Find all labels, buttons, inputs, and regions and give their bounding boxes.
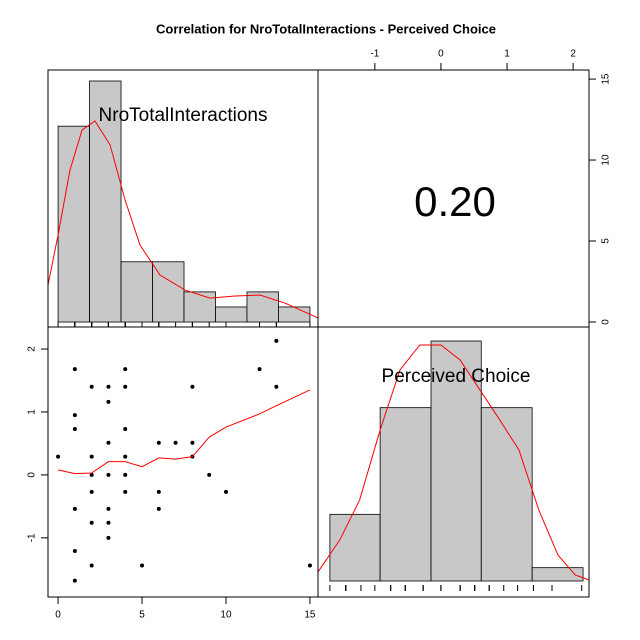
- scatter-point: [123, 472, 128, 477]
- curve: [57, 389, 311, 475]
- x2-tick-label: 2: [570, 49, 576, 60]
- scatter-point: [207, 472, 212, 477]
- scatter-point: [106, 506, 111, 511]
- panel-frame: [47, 326, 319, 598]
- scatter-point: [274, 384, 279, 389]
- correlation-label: 0.20: [414, 178, 496, 225]
- scatter-point: [307, 563, 312, 568]
- scatter-point: [89, 520, 94, 525]
- x-tick-label: 10: [220, 610, 232, 621]
- scatter-point: [106, 384, 111, 389]
- scatter-point: [106, 535, 111, 540]
- scatter-point: [156, 489, 161, 494]
- panel-scatter: [56, 338, 312, 583]
- y2-tick-label: 5: [601, 238, 612, 244]
- y-tick-label: 1: [27, 409, 38, 415]
- scatter-point: [72, 367, 77, 372]
- hist-bar: [329, 513, 381, 582]
- hist-bar: [120, 261, 153, 323]
- curve: [318, 344, 589, 581]
- variable-label: Perceived Choice: [382, 366, 531, 387]
- y2-tick-label: 0: [601, 319, 612, 325]
- scatter-point: [106, 440, 111, 445]
- hist-bar: [246, 291, 279, 323]
- hist-bar: [57, 125, 90, 323]
- scatter-point: [106, 520, 111, 525]
- scatter-point: [72, 578, 77, 583]
- scatter-point: [89, 454, 94, 459]
- scatter-point: [56, 454, 61, 459]
- panel-frame: [317, 326, 590, 598]
- scatter-point: [156, 506, 161, 511]
- y-tick-label: 2: [27, 346, 38, 352]
- scatter-point: [123, 384, 128, 389]
- x-tick-label: 15: [304, 610, 316, 621]
- x2-tick-label: -1: [370, 49, 379, 60]
- scatter-point: [140, 563, 145, 568]
- hist-bar: [480, 407, 533, 582]
- y-tick-label: 0: [27, 472, 38, 478]
- scatter-point: [190, 384, 195, 389]
- scatter-point: [223, 489, 228, 494]
- scatter-point: [190, 440, 195, 445]
- scatter-point: [173, 440, 178, 445]
- scatter-point: [89, 384, 94, 389]
- panel-hist-1: [48, 80, 318, 327]
- hist-bar: [430, 340, 482, 582]
- scatter-point: [106, 472, 111, 477]
- scatter-point: [257, 367, 262, 372]
- scatter-point: [123, 454, 128, 459]
- variable-label: NroTotalInteractions: [99, 105, 268, 126]
- hist-bar: [379, 407, 432, 582]
- y2-tick-label: 10: [601, 154, 612, 166]
- scatter-point: [72, 549, 77, 554]
- curve: [48, 120, 318, 319]
- hist-bar: [531, 567, 584, 582]
- y2-tick-label: 15: [601, 73, 612, 85]
- hist-bar: [215, 306, 248, 323]
- x2-tick-label: 0: [438, 49, 444, 60]
- x-tick-label: 5: [139, 610, 145, 621]
- scatter-point: [156, 440, 161, 445]
- hist-bar: [183, 291, 216, 323]
- scatter-point: [89, 563, 94, 568]
- scatter-point: [89, 472, 94, 477]
- panel-hist-2: [318, 340, 589, 591]
- y-tick-label: -1: [27, 533, 38, 542]
- chart-title: Correlation for NroTotalInteractions - P…: [156, 21, 496, 36]
- scatter-point: [72, 413, 77, 418]
- x2-tick-label: 1: [504, 49, 510, 60]
- scatter-point: [123, 426, 128, 431]
- scatter-point: [123, 489, 128, 494]
- scatter-point: [89, 489, 94, 494]
- scatter-point: [123, 367, 128, 372]
- hist-bar: [278, 306, 311, 323]
- scatter-point: [106, 399, 111, 404]
- x-tick-label: 0: [55, 610, 61, 621]
- scatter-point: [274, 338, 279, 343]
- scatter-point: [72, 506, 77, 511]
- scatter-point: [72, 426, 77, 431]
